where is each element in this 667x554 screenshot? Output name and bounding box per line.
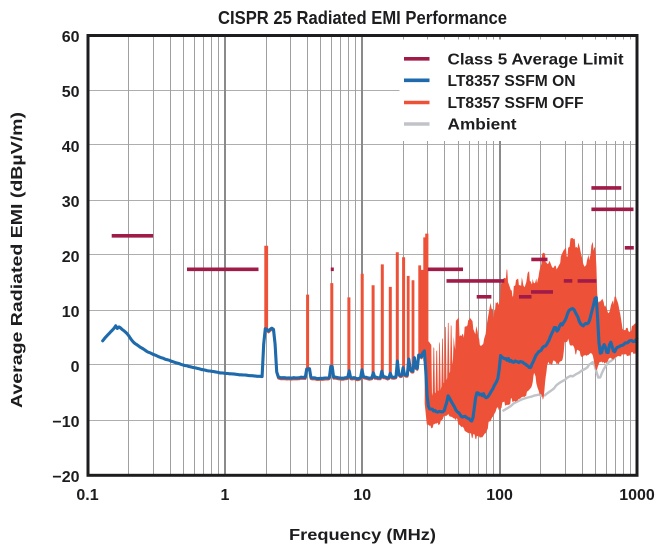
svg-text:−20: −20 (52, 469, 79, 486)
svg-text:Ambient: Ambient (448, 117, 518, 134)
svg-text:50: 50 (62, 84, 80, 101)
svg-text:LT8357 SSFM OFF: LT8357 SSFM OFF (448, 95, 584, 112)
svg-text:0: 0 (71, 359, 80, 376)
svg-text:−10: −10 (52, 414, 79, 431)
svg-text:LT8357 SSFM ON: LT8357 SSFM ON (448, 73, 576, 90)
svg-text:60: 60 (62, 29, 80, 46)
svg-text:1: 1 (220, 487, 229, 504)
svg-text:100: 100 (486, 487, 513, 504)
svg-text:Average Radiated EMI (dBµV/m): Average Radiated EMI (dBµV/m) (9, 112, 26, 408)
svg-text:10: 10 (353, 487, 371, 504)
svg-text:0.1: 0.1 (76, 487, 98, 504)
svg-text:10: 10 (62, 304, 80, 321)
svg-text:CISPR 25 Radiated EMI Performa: CISPR 25 Radiated EMI Performance (218, 8, 507, 28)
svg-text:20: 20 (62, 249, 80, 266)
svg-text:1000: 1000 (619, 487, 655, 504)
svg-text:Frequency (MHz): Frequency (MHz) (289, 527, 436, 544)
svg-text:40: 40 (62, 139, 80, 156)
svg-text:30: 30 (62, 194, 80, 211)
svg-text:Class 5 Average Limit: Class 5 Average Limit (448, 52, 625, 69)
